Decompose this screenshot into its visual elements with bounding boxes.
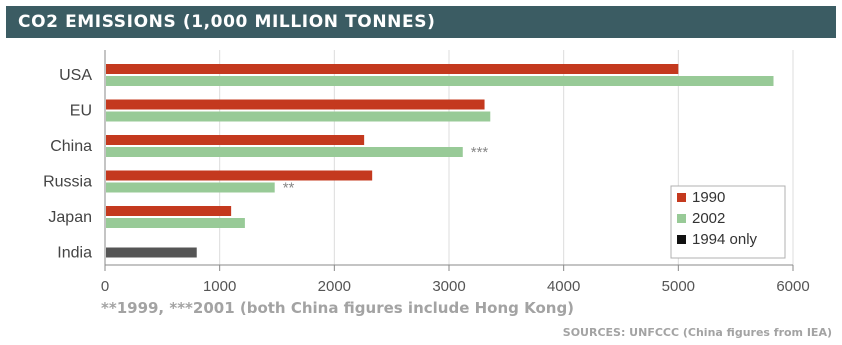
sources-note: SOURCES: UNFCCC (China figures from IEA) bbox=[562, 326, 832, 339]
category-label: China bbox=[50, 138, 92, 155]
legend-swatch-1990 bbox=[677, 193, 686, 202]
x-tick-label: 5000 bbox=[662, 278, 695, 295]
legend-label-1990: 1990 bbox=[692, 189, 725, 206]
x-tick-label: 4000 bbox=[547, 278, 580, 295]
bar-russia-2002 bbox=[106, 182, 275, 193]
bar-china-2002 bbox=[106, 147, 463, 157]
bar-usa-1990 bbox=[106, 64, 679, 74]
category-label: India bbox=[57, 245, 92, 262]
legend-swatch-1994-only bbox=[677, 235, 686, 244]
bar-japan-2002 bbox=[106, 218, 245, 228]
legend-label-1994-only: 1994 only bbox=[692, 231, 758, 248]
bar-japan-1990 bbox=[106, 206, 232, 216]
chart-title: CO2 EMISSIONS (1,000 MILLION TONNES) bbox=[18, 12, 436, 32]
legend-label-2002: 2002 bbox=[692, 210, 725, 227]
x-tick-label: 1000 bbox=[203, 278, 236, 295]
legend-box bbox=[670, 185, 786, 259]
category-label: Japan bbox=[48, 209, 92, 226]
legend-swatch-2002 bbox=[677, 214, 686, 223]
bar-usa-2002 bbox=[106, 76, 774, 86]
category-label: Russia bbox=[43, 174, 92, 191]
title-bar: CO2 EMISSIONS (1,000 MILLION TONNES) bbox=[6, 6, 836, 38]
x-tick-label: 3000 bbox=[432, 278, 465, 295]
bar-china-1990 bbox=[106, 135, 365, 145]
footnote: **1999, ***2001 (both China figures incl… bbox=[101, 299, 575, 317]
x-tick-label: 6000 bbox=[776, 278, 809, 295]
x-tick-label: 2000 bbox=[318, 278, 351, 295]
bar-eu-2002 bbox=[106, 111, 491, 122]
category-label: EU bbox=[70, 103, 92, 120]
bar-annotation: *** bbox=[471, 144, 489, 161]
bar-annotation: ** bbox=[283, 180, 295, 197]
x-tick-label: 0 bbox=[101, 278, 109, 295]
category-label: USA bbox=[59, 67, 92, 84]
bar-india-1994-only bbox=[106, 247, 197, 258]
bar-russia-1990 bbox=[106, 170, 373, 181]
bar-eu-1990 bbox=[106, 99, 485, 110]
